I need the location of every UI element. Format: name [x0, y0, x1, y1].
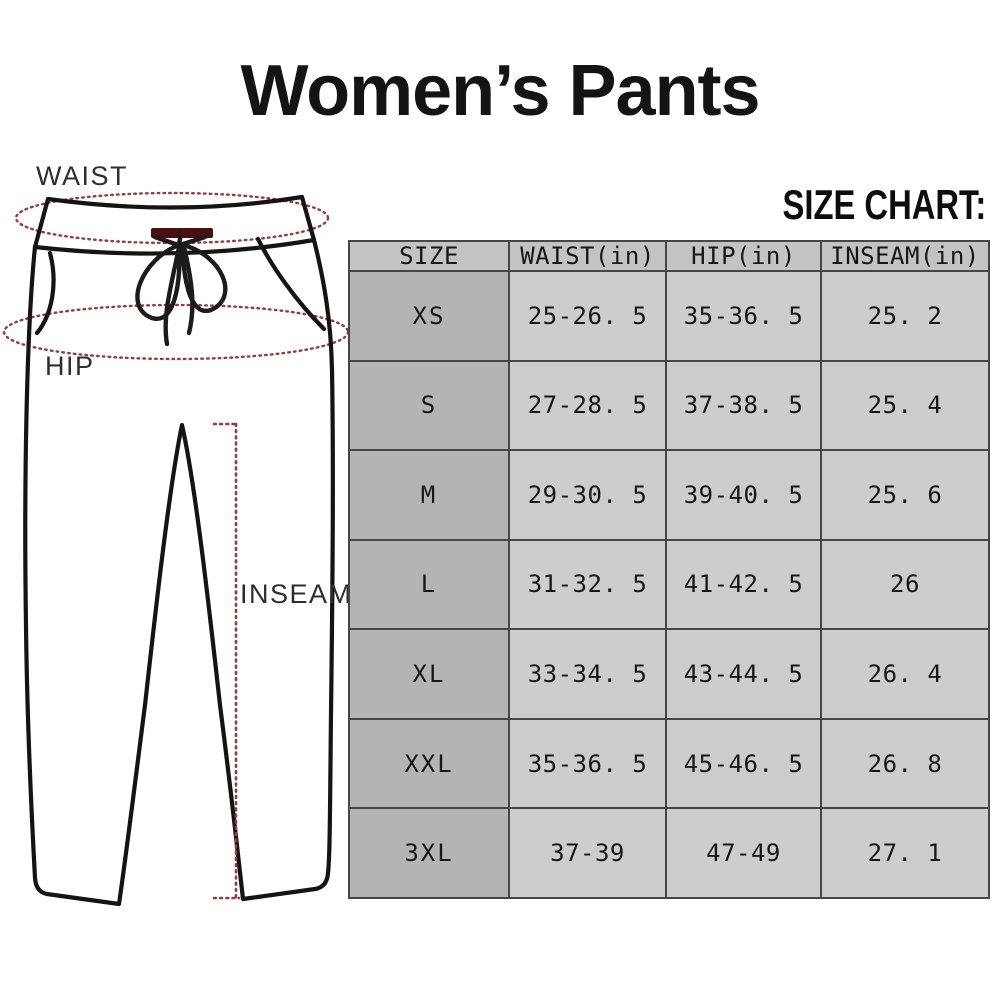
inseam-cell: 25. 6	[820, 449, 990, 541]
hip-cell: 45-46. 5	[665, 717, 822, 810]
waist-cell: 33-34. 5	[508, 628, 667, 720]
table-row: S 27-28. 5 37-38. 5 25. 4	[348, 359, 990, 452]
hip-cell: 41-42. 5	[665, 538, 822, 631]
drawstring-bow	[135, 228, 228, 347]
hip-cell: 39-40. 5	[665, 449, 822, 541]
waist-cell: 31-32. 5	[508, 538, 667, 631]
table-row: M 29-30. 5 39-40. 5 25. 6	[348, 449, 990, 541]
pants-measurement-diagram: WAIST HIP INSEAM	[0, 155, 360, 925]
waist-label: WAIST	[36, 161, 128, 191]
hip-cell: 47-49	[665, 807, 822, 899]
hip-measure-ellipse	[2, 303, 350, 361]
waist-cell: 37-39	[508, 807, 667, 899]
hip-cell: 43-44. 5	[665, 628, 822, 720]
waist-cell: 35-36. 5	[508, 717, 667, 810]
page-title: Women’s Pants	[240, 51, 760, 131]
right-pocket-seam	[255, 236, 327, 332]
hip-cell: 35-36. 5	[665, 270, 822, 362]
column-header: HIP(in)	[665, 240, 822, 272]
table-row: XXL 35-36. 5 45-46. 5 26. 8	[348, 717, 990, 810]
table-row: L 31-32. 5 41-42. 5 26	[348, 538, 990, 631]
size-cell: L	[348, 538, 510, 631]
size-cell: S	[348, 359, 510, 452]
hip-cell: 37-38. 5	[665, 359, 822, 452]
hip-label: HIP	[45, 351, 95, 381]
inseam-cell: 25. 4	[820, 359, 990, 452]
pants-outline-drawing	[2, 191, 350, 907]
inseam-cell: 26. 4	[820, 628, 990, 720]
table-row: 3XL 37-39 47-49 27. 1	[348, 807, 990, 899]
column-header: SIZE	[348, 240, 510, 272]
column-header: WAIST(in)	[508, 240, 667, 272]
inseam-cell: 26. 8	[820, 717, 990, 810]
waist-cell: 29-30. 5	[508, 449, 667, 541]
column-header: INSEAM(in)	[820, 240, 990, 272]
table-row: XS 25-26. 5 35-36. 5 25. 2	[348, 270, 990, 362]
inseam-cell: 25. 2	[820, 270, 990, 362]
size-chart-heading: SIZE CHART:	[782, 181, 986, 228]
table-row: XL 33-34. 5 43-44. 5 26. 4	[348, 628, 990, 720]
inseam-measure-line	[212, 422, 241, 900]
size-cell: M	[348, 449, 510, 541]
inseam-label: INSEAM	[240, 579, 353, 609]
table-header-row: SIZE WAIST(in) HIP(in) INSEAM(in)	[348, 240, 990, 272]
size-cell: XL	[348, 628, 510, 720]
inseam-cell: 27. 1	[820, 807, 990, 899]
inseam-cell: 26	[820, 538, 990, 631]
pants-outline	[23, 194, 335, 907]
size-chart-table: SIZE WAIST(in) HIP(in) INSEAM(in) XS 25-26.…	[348, 240, 990, 899]
size-cell: 3XL	[348, 807, 510, 899]
size-cell: XS	[348, 270, 510, 362]
waist-cell: 27-28. 5	[508, 359, 667, 452]
waist-cell: 25-26. 5	[508, 270, 667, 362]
left-pocket-seam	[34, 250, 56, 336]
size-cell: XXL	[348, 717, 510, 810]
